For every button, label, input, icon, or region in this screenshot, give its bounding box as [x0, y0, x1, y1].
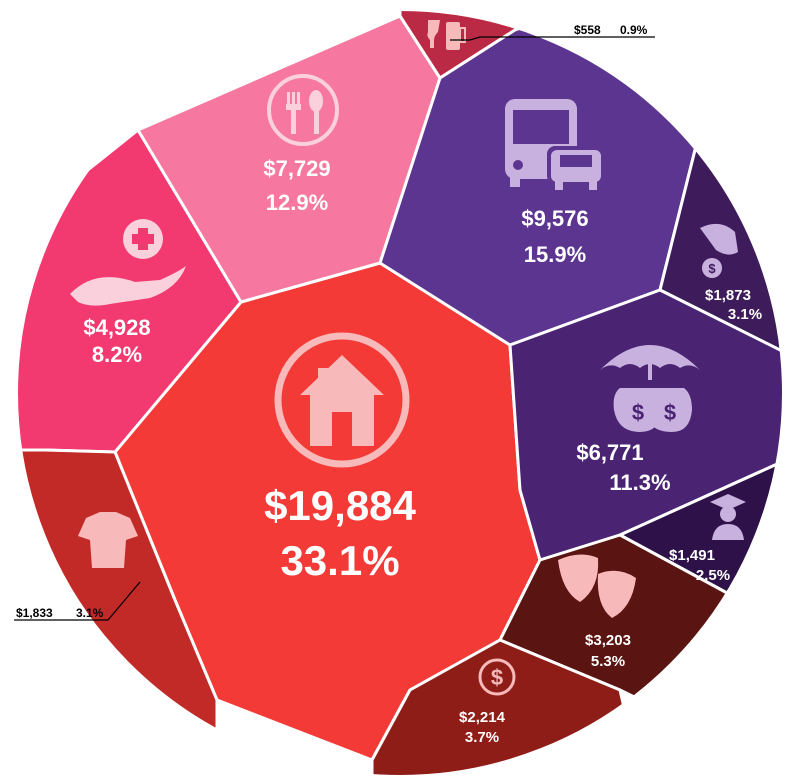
- graduate-icon: [710, 494, 746, 540]
- value-label-apparel: $1,833: [16, 606, 53, 620]
- bus-car-icon: [505, 99, 605, 190]
- percent-label-cash-contributions: 3.1%: [728, 306, 762, 323]
- percent-label-housing: 33.1%: [280, 537, 399, 584]
- tshirt-icon: [78, 512, 138, 568]
- value-label-other: $2,214: [459, 709, 506, 726]
- percent-label-entertainment: 5.3%: [591, 653, 625, 670]
- house-icon: [274, 332, 410, 468]
- percent-label-apparel: 3.1%: [76, 606, 104, 620]
- umbrella-moneybags-icon: $ $: [600, 345, 700, 432]
- percent-label-transportation: 15.9%: [524, 242, 586, 267]
- apparel-leader-line: [14, 581, 141, 621]
- value-label-education: $1,491: [669, 547, 715, 564]
- value-label-cash-contributions: $1,873: [705, 287, 751, 304]
- percent-label-alcohol: 0.9%: [620, 23, 648, 37]
- fork-spoon-icon: [267, 74, 339, 146]
- percent-label-healthcare: 8.2%: [92, 342, 142, 367]
- dollar-coin-icon: $: [478, 658, 516, 696]
- svg-text:$: $: [664, 400, 676, 425]
- theater-masks-icon: [558, 554, 636, 618]
- svg-text:$: $: [632, 400, 644, 425]
- value-label-transportation: $9,576: [521, 206, 588, 231]
- svg-text:$: $: [491, 665, 503, 690]
- value-label-entertainment: $3,203: [585, 632, 631, 649]
- percent-label-food: 12.9%: [266, 190, 328, 215]
- hand-coin-icon: $: [700, 223, 738, 278]
- healthcare-hand-icon: [70, 219, 186, 306]
- value-label-healthcare: $4,928: [83, 315, 150, 340]
- percent-label-other: 3.7%: [465, 729, 499, 746]
- value-label-food: $7,729: [263, 156, 330, 181]
- svg-text:$: $: [708, 261, 716, 276]
- value-label-housing: $19,884: [264, 482, 416, 529]
- alcohol-leader-line: [450, 36, 655, 41]
- value-label-insurance-pensions: $6,771: [576, 440, 643, 465]
- value-label-alcohol: $558: [574, 23, 601, 37]
- percent-label-insurance-pensions: 11.3%: [609, 470, 670, 495]
- wine-beer-icon: [427, 20, 466, 50]
- percent-label-education: 2.5%: [696, 567, 730, 584]
